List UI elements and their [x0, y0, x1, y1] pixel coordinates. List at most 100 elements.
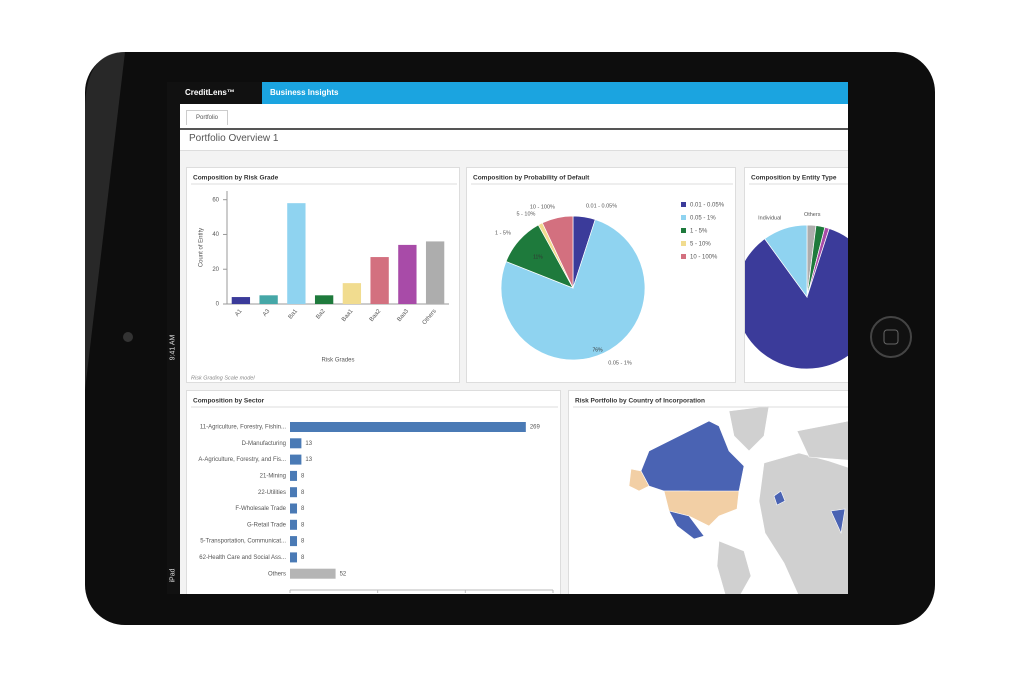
bar [314, 295, 334, 304]
x-axis-label: Risk Grades [321, 358, 354, 364]
slice-label: Individual [758, 216, 781, 222]
page-title: Portfolio Overview 1 [189, 133, 279, 144]
section-title: Business Insights [262, 82, 848, 104]
camera [123, 332, 133, 342]
status-bar: 9:41 AM iPad [167, 82, 180, 594]
device-label: iPad [169, 568, 177, 583]
footnote: Risk Grading Scale model [191, 375, 255, 381]
data-label: 8 [301, 539, 305, 545]
data-label: 11% [533, 254, 543, 260]
pie-slice [745, 228, 848, 370]
panel-title: Composition by Sector [193, 398, 265, 405]
data-label: 269 [530, 425, 541, 431]
panel: Risk Portfolio by Country of Incorporati… [568, 390, 848, 594]
country [728, 405, 770, 452]
data-label: 13 [305, 457, 312, 463]
panel: Composition by Sector 11-Agriculture, For… [186, 390, 561, 594]
slice-label: 5 - 10% [516, 212, 535, 218]
legend-label: 0.01 - 0.05% [690, 203, 725, 209]
bar [231, 297, 251, 304]
tab[interactable]: Portfolio [186, 110, 228, 125]
x-tick-label: Ba1 [288, 308, 300, 321]
panel: Composition by Entity Type Others Individu… [744, 167, 848, 383]
home-button [870, 316, 912, 358]
brand[interactable]: CreditLens™ [180, 82, 262, 104]
country [716, 540, 752, 594]
y-axis-label: Count of Entity [199, 228, 205, 267]
home-icon [883, 329, 899, 345]
chart: Composition by Sector 11-Agriculture, For… [191, 398, 558, 593]
x-tick-label: Ba2 [315, 308, 327, 321]
bar [290, 536, 298, 547]
y-tick-label: 5-Transportation, Communicat... [200, 539, 286, 545]
bar [287, 203, 306, 304]
x-tick-label: Baa2 [369, 308, 383, 323]
y-tick-label: 40 [212, 232, 219, 238]
panel: Composition by Risk Grade 0 20 40 60 A1 A3 Ba1 B… [186, 167, 460, 383]
bar [425, 241, 445, 304]
ipad-gloss [85, 52, 125, 390]
legend-swatch [681, 215, 686, 220]
bar [290, 422, 526, 432]
bar [370, 257, 389, 304]
bar [290, 487, 298, 498]
panel-title: Composition by Entity Type [751, 175, 837, 182]
slice-label: 1 - 5% [495, 231, 511, 237]
data-label: 8 [301, 506, 305, 512]
tab-bar [180, 104, 848, 130]
y-tick-label: G-Retail Trade [247, 522, 287, 528]
legend-swatch [681, 241, 686, 246]
panel: Composition by Probability of Default 0.0… [466, 167, 736, 383]
y-tick-label: D-Manufacturing [242, 441, 286, 447]
bar [290, 503, 298, 514]
y-tick-label: A-Agriculture, Forestry, and Fis... [198, 457, 286, 463]
chart: Composition by Risk Grade 0 20 40 60 A1 A3 Ba1 B… [191, 175, 457, 381]
y-tick-label: Others [268, 571, 286, 577]
legend-swatch [681, 228, 686, 233]
x-tick-label: Baa1 [341, 308, 355, 323]
legend-swatch [681, 202, 686, 207]
data-label: 8 [301, 555, 305, 561]
data-label: 8 [301, 473, 305, 479]
x-tick-label: Others [422, 308, 438, 326]
country [773, 490, 786, 506]
slice-label: 0.01 - 0.05% [586, 204, 617, 210]
y-tick-label: 22-Utilities [258, 490, 286, 496]
data-label: 8 [301, 490, 305, 496]
legend-label: 5 - 10% [690, 242, 711, 248]
pie-slice [541, 215, 574, 289]
chart: Composition by Probability of Default 0.0… [471, 175, 733, 366]
bar [290, 454, 302, 465]
bar [290, 552, 298, 563]
pie-slice [764, 224, 808, 299]
status-time: 9:41 AM [169, 334, 177, 361]
chart: Risk Portfolio by Country of Incorporati… [573, 398, 848, 594]
slice-label: 10 - 100% [530, 205, 555, 211]
panel-title: Composition by Risk Grade [193, 175, 279, 182]
chart: Composition by Entity Type Others Individu… [745, 175, 848, 370]
y-tick-label: 0 [216, 302, 220, 308]
panel-title: Risk Portfolio by Country of Incorporati… [575, 398, 705, 405]
title-bar [180, 130, 848, 151]
data-label: 8 [301, 522, 305, 528]
bar [290, 519, 298, 530]
bar [290, 568, 336, 579]
bar [342, 283, 362, 304]
country [830, 508, 846, 535]
y-tick-label: F-Wholesale Trade [235, 506, 286, 512]
data-label: 13 [305, 441, 312, 447]
bar [290, 470, 298, 481]
x-tick-label: A1 [234, 308, 244, 318]
legend-label: 0.05 - 1% [690, 216, 716, 222]
x-tick-label: A3 [262, 308, 272, 318]
country [640, 420, 745, 497]
bar [290, 438, 302, 449]
screen: 9:41 AM iPad CreditLens™ Business Insigh… [167, 82, 848, 594]
slice-label: 0.05 - 1% [608, 360, 632, 366]
bar [398, 244, 417, 304]
slice-label: Others [804, 212, 821, 218]
y-tick-label: 60 [212, 197, 219, 203]
legend-label: 1 - 5% [690, 229, 708, 235]
bar [259, 295, 278, 304]
